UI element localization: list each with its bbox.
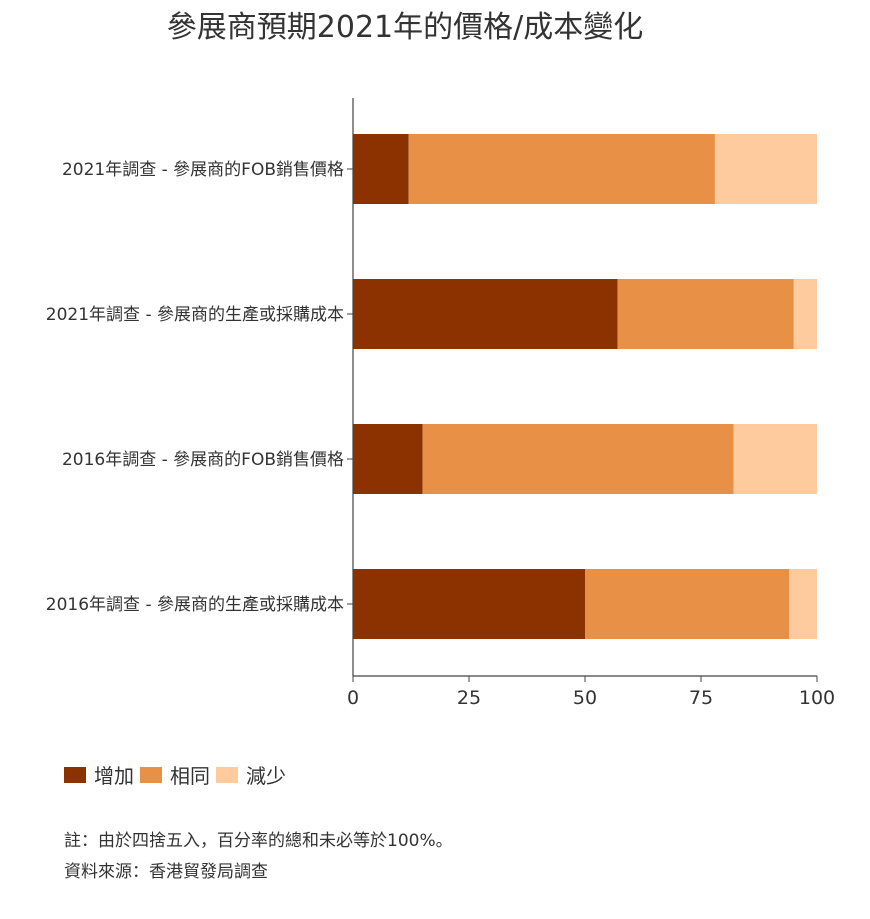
bar-segment-same-3 xyxy=(585,569,790,639)
axes-layer xyxy=(347,98,818,682)
legend-item-same: 相同 xyxy=(140,760,210,789)
bar-segment-decrease-1 xyxy=(793,279,817,349)
legend-item-increase: 增加 xyxy=(64,760,134,789)
bar-segment-decrease-0 xyxy=(714,134,817,204)
legend-swatch-decrease xyxy=(216,766,238,783)
legend-swatch-same xyxy=(140,766,162,783)
chart-title: 參展商預期2021年的價格/成本變化 xyxy=(166,10,644,45)
bar-segment-increase-1 xyxy=(353,279,618,349)
bar-segment-decrease-3 xyxy=(789,569,817,639)
y-tick-label: 2016年調查 - 參展商的生產或採購成本 xyxy=(46,595,344,615)
x-tick-label: 100 xyxy=(799,687,835,709)
legend-label-decrease: 減少 xyxy=(246,764,286,788)
x-tick-label: 25 xyxy=(457,687,481,709)
bar-segment-same-2 xyxy=(422,424,734,494)
bar-segment-same-0 xyxy=(408,134,715,204)
x-tick-label: 75 xyxy=(689,687,713,709)
bar-segment-decrease-2 xyxy=(733,424,817,494)
bars-layer xyxy=(353,134,817,639)
footnotes: 註：由於四捨五入，百分率的總和未必等於100%。 資料來源：香港貿發局調查 xyxy=(64,826,453,888)
y-tick-label: 2021年調查 - 參展商的FOB銷售價格 xyxy=(62,160,344,180)
bar-segment-increase-3 xyxy=(353,569,585,639)
legend-item-decrease: 減少 xyxy=(216,760,286,789)
y-tick-label: 2021年調查 - 參展商的生產或採購成本 xyxy=(46,305,344,325)
bar-segment-increase-2 xyxy=(353,424,423,494)
legend: 增加 相同 減少 xyxy=(64,760,292,789)
bar-segment-increase-0 xyxy=(353,134,409,204)
legend-label-increase: 增加 xyxy=(94,764,134,788)
rounding-note: 註：由於四捨五入，百分率的總和未必等於100%。 xyxy=(64,831,453,851)
legend-swatch-increase xyxy=(64,766,86,783)
x-tick-label: 0 xyxy=(347,687,359,709)
y-tick-label: 2016年調查 - 參展商的FOB銷售價格 xyxy=(62,450,344,470)
legend-label-same: 相同 xyxy=(170,764,210,788)
x-tick-label: 50 xyxy=(573,687,597,709)
source-note: 資料來源：香港貿發局調查 xyxy=(64,862,268,882)
labels-layer: 2021年調查 - 參展商的FOB銷售價格 2021年調查 - 參展商的生產或採購… xyxy=(46,160,835,709)
bar-segment-same-1 xyxy=(617,279,794,349)
